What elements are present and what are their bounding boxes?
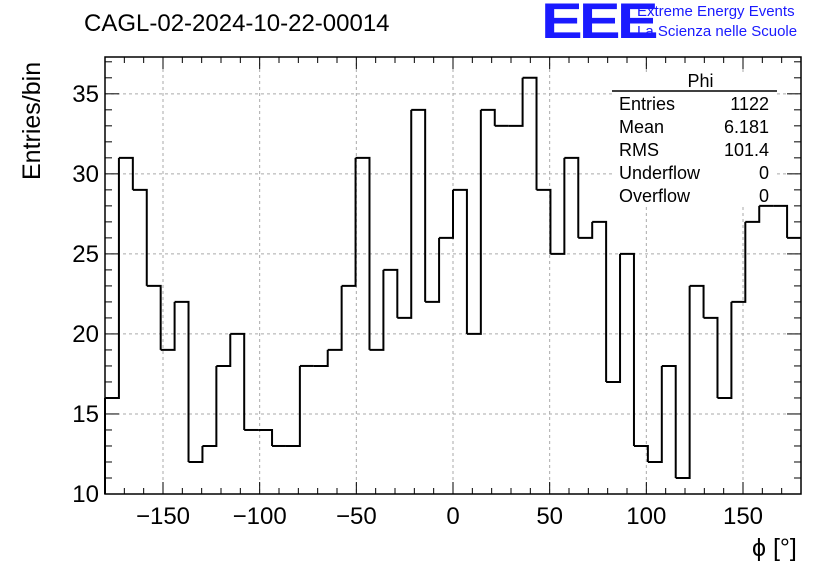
histogram-bar <box>745 205 761 223</box>
stats-label: Overflow <box>619 186 691 206</box>
histogram-bar <box>383 268 399 318</box>
histogram-bar <box>661 364 677 478</box>
eee-logo: EEE <box>541 0 659 49</box>
stats-value: 101.4 <box>724 140 769 160</box>
histogram-bar <box>522 76 538 190</box>
histogram-bar <box>689 284 705 318</box>
histogram-bar <box>118 156 134 190</box>
histogram-bar <box>202 365 218 447</box>
y-tick-label: 15 <box>72 401 99 428</box>
y-tick-label: 25 <box>72 241 99 268</box>
histogram-bar <box>550 157 566 255</box>
histogram-bar <box>717 301 733 399</box>
histogram-bar <box>425 237 441 303</box>
histogram-bar <box>508 77 524 127</box>
histogram-bar <box>341 157 357 287</box>
histogram-bar <box>411 108 427 302</box>
x-tick-label: −100 <box>233 503 287 530</box>
stats-value: 0 <box>759 163 769 183</box>
histogram-bar <box>480 108 496 126</box>
y-tick-label: 20 <box>72 321 99 348</box>
x-tick-label: 100 <box>626 503 666 530</box>
x-axis-label: ϕ [°] <box>752 534 797 562</box>
stats-value: 1122 <box>730 94 769 114</box>
page-title: CAGL-02-2024-10-22-00014 <box>84 10 390 37</box>
x-tick-label: 0 <box>446 503 459 530</box>
histogram-bar <box>453 188 468 334</box>
histogram-bar <box>633 444 649 462</box>
x-tick-label: 150 <box>723 503 763 530</box>
stats-label: Entries <box>619 94 675 114</box>
histogram-bar <box>188 445 204 463</box>
axis-ticks: −150 −100 −50 0 50 100 150 10 15 20 25 30 35 <box>72 57 801 530</box>
histogram-bar <box>174 300 190 462</box>
histogram-bar <box>397 109 413 319</box>
stats-box-background <box>612 72 777 204</box>
logo-text-line-2: La Scienza nelle Scuole <box>637 23 798 40</box>
histogram-bar <box>703 316 719 398</box>
histogram-bar <box>536 188 552 254</box>
y-tick-label: 10 <box>72 481 99 508</box>
histogram-bar <box>285 365 301 447</box>
stats-value: 0 <box>759 186 769 206</box>
x-tick-label: −50 <box>336 503 377 530</box>
histogram-bar <box>675 285 691 479</box>
histogram-bar <box>578 221 594 239</box>
histogram-bar <box>216 333 232 367</box>
histogram-bar <box>439 189 454 239</box>
histogram-bar <box>146 284 162 350</box>
logo-text-line-1: Extreme Energy Events <box>637 3 795 20</box>
histogram-bar <box>620 252 635 446</box>
histogram-bar <box>647 365 663 463</box>
histogram-bar <box>731 221 747 303</box>
y-axis-label: Entries/bin <box>18 61 46 180</box>
stats-value: 6.181 <box>724 117 769 137</box>
stats-label: Mean <box>619 117 664 137</box>
y-tick-label: 30 <box>72 161 99 188</box>
stats-title: Phi <box>687 71 713 91</box>
x-tick-label: 50 <box>536 503 563 530</box>
histogram-bar <box>773 204 789 238</box>
histogram-bar <box>564 156 580 238</box>
stats-box: Phi Entries 1122 Mean 6.181 RMS 101.4 Underflow… <box>612 71 777 206</box>
histogram-bar <box>592 220 608 382</box>
x-tick-label: −150 <box>136 503 190 530</box>
stats-label: RMS <box>619 140 659 160</box>
y-tick-label: 35 <box>72 81 99 108</box>
histogram-bar <box>327 285 343 351</box>
histogram-bar <box>369 269 385 351</box>
histogram-bar <box>230 332 246 430</box>
histogram-bar <box>355 156 371 350</box>
histogram-bar <box>313 349 329 367</box>
histogram-bar <box>132 188 148 286</box>
histogram-bar <box>606 253 622 383</box>
histogram-bar <box>258 428 274 446</box>
histogram-bar <box>160 301 176 351</box>
stats-label: Underflow <box>619 163 701 183</box>
histogram-bar <box>466 109 482 335</box>
histogram-bar <box>105 157 120 399</box>
